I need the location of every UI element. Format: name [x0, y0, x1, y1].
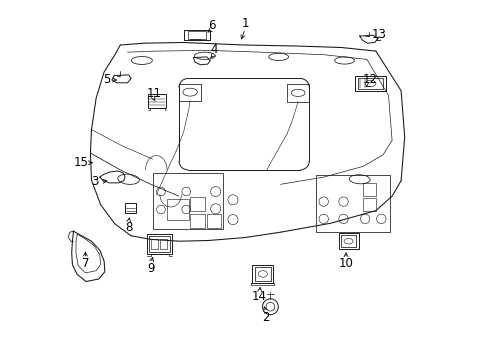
Text: 7: 7 — [81, 257, 89, 270]
Bar — [206, 214, 221, 228]
Text: 3: 3 — [91, 175, 99, 188]
Bar — [183, 30, 209, 40]
Text: 14: 14 — [252, 291, 266, 303]
Bar — [152, 173, 223, 229]
Text: 8: 8 — [124, 221, 132, 234]
Bar — [357, 78, 382, 89]
Text: 4: 4 — [210, 43, 217, 56]
Bar — [355, 76, 385, 91]
Bar — [252, 265, 273, 283]
Bar — [159, 239, 166, 249]
Bar — [148, 94, 166, 108]
Text: 1: 1 — [241, 17, 248, 30]
Bar — [340, 235, 355, 247]
Bar — [190, 214, 204, 228]
Text: 2: 2 — [262, 311, 269, 324]
Bar — [149, 236, 169, 252]
Bar — [286, 84, 309, 102]
Bar — [190, 197, 204, 211]
Bar — [187, 31, 206, 39]
Text: 10: 10 — [338, 257, 353, 270]
Text: 13: 13 — [371, 28, 386, 41]
Bar — [151, 239, 158, 249]
Bar — [362, 183, 375, 196]
Bar — [362, 198, 375, 211]
Text: 6: 6 — [207, 19, 215, 32]
Bar — [179, 84, 201, 101]
Bar — [254, 267, 270, 281]
Bar — [315, 175, 389, 232]
Text: 5: 5 — [103, 73, 110, 86]
Bar — [167, 199, 188, 220]
Bar — [338, 233, 358, 249]
Text: 15: 15 — [73, 156, 88, 169]
Text: 12: 12 — [362, 73, 377, 86]
Bar — [147, 234, 171, 254]
Text: 9: 9 — [147, 262, 154, 275]
Bar — [125, 203, 136, 213]
Text: 11: 11 — [146, 87, 161, 100]
